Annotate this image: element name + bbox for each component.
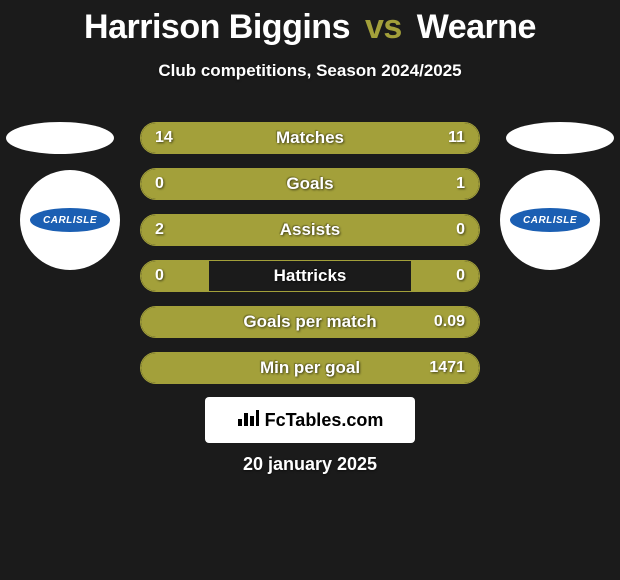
comparison-title: Harrison Biggins vs Wearne (0, 0, 620, 47)
stat-value-left: 0 (155, 261, 164, 291)
flag-right (506, 122, 614, 154)
stat-bars-container: Matches1411Goals01Assists20Hattricks00Go… (140, 122, 480, 398)
attribution-badge: FcTables.com (205, 397, 415, 443)
club-right-text: CARLISLE (523, 215, 577, 226)
stat-row: Goals per match0.09 (140, 306, 480, 338)
stat-row: Matches14 11 (140, 122, 480, 154)
player1-name: Harrison Biggins (84, 8, 350, 46)
stat-row: Min per goal1471 (140, 352, 480, 384)
attribution-text: FcTables.com (265, 410, 384, 431)
stat-label: Hattricks (141, 261, 479, 291)
season-subtitle: Club competitions, Season 2024/2025 (0, 61, 620, 81)
stat-label: Goals (141, 169, 479, 199)
flag-left (6, 122, 114, 154)
bar-chart-icon (237, 409, 259, 432)
stat-row: Goals0 1 (140, 168, 480, 200)
stat-value-right: 0 (456, 215, 465, 245)
stat-label: Goals per match (141, 307, 479, 337)
stat-value-right: 1 (456, 169, 465, 199)
club-badge-left: CARLISLE (20, 170, 120, 270)
stat-label: Assists (141, 215, 479, 245)
stat-label: Matches (141, 123, 479, 153)
stat-value-left: 0 (155, 169, 164, 199)
club-badge-right-inner: CARLISLE (510, 208, 590, 232)
club-badge-left-inner: CARLISLE (30, 208, 110, 232)
stat-value-right: 11 (448, 123, 465, 153)
stat-value-right: 0.09 (434, 307, 465, 337)
player2-name: Wearne (417, 8, 536, 46)
snapshot-date: 20 january 2025 (0, 454, 620, 475)
stat-value-left: 14 (155, 123, 173, 153)
club-badge-right: CARLISLE (500, 170, 600, 270)
vs-separator: vs (365, 8, 402, 46)
stat-row: Assists2 0 (140, 214, 480, 246)
stat-row: Hattricks0 0 (140, 260, 480, 292)
stat-value-right: 1471 (429, 353, 465, 383)
stat-value-right: 0 (456, 261, 465, 291)
club-left-text: CARLISLE (43, 215, 97, 226)
stat-value-left: 2 (155, 215, 164, 245)
